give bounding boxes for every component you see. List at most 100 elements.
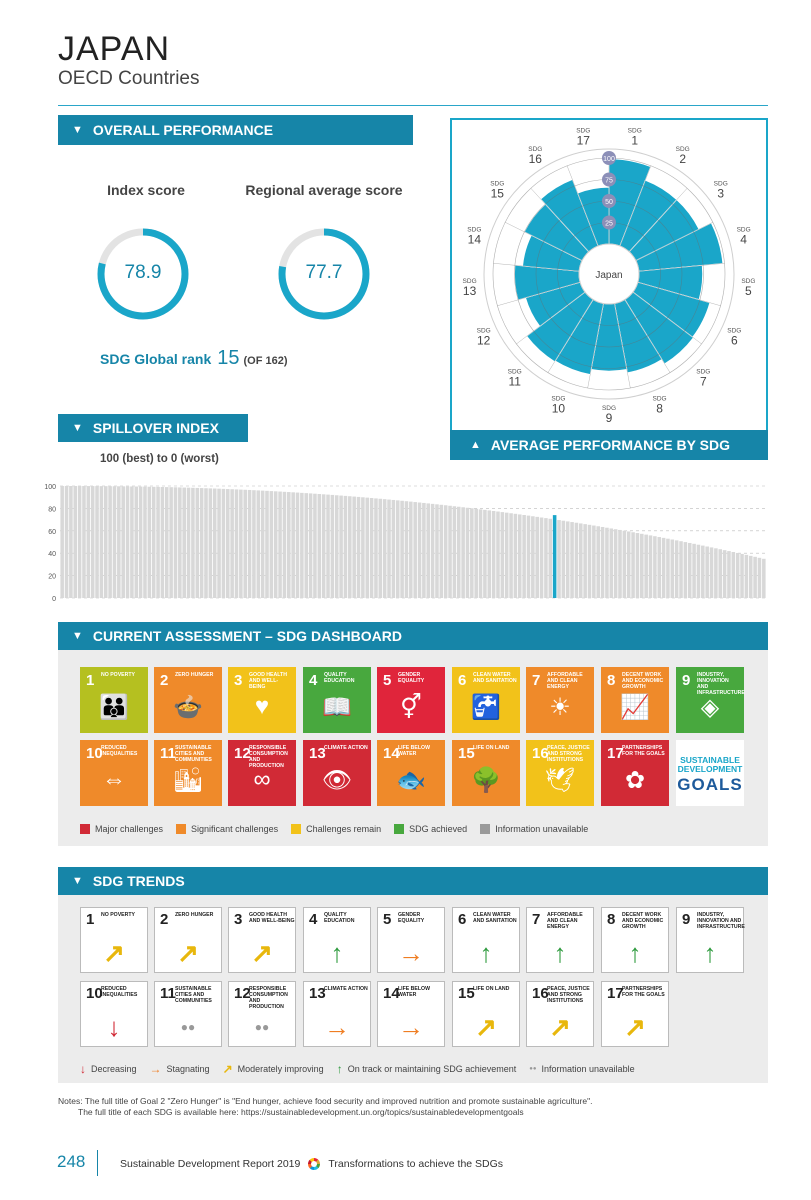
spillover-bar (69, 486, 73, 598)
sdg-tile-number: 4 (309, 672, 318, 689)
trend-tile-title: Partnerships for the goals (622, 986, 665, 998)
trend-tile-1: 1 No poverty ↗ (80, 907, 148, 973)
trend-tile-title: Life below water (398, 986, 430, 998)
sdg-tile-14: 14 Life below water 🐟 (377, 740, 445, 806)
trend-tile-number: 13 (309, 985, 326, 1002)
sdg-tile-11: 11 Sustainable cities and communities 🏙 (154, 740, 222, 806)
sdg-15-icon: 🌳 (471, 767, 501, 794)
sdg-tile-title: Responsible consumption and production (249, 745, 288, 769)
spillover-bar-japan (552, 515, 557, 598)
spillover-bar (757, 557, 762, 598)
spillover-bar (653, 536, 657, 598)
trend-legend-icon: ↑ (336, 1062, 343, 1076)
sdg-7-icon: ☀ (549, 694, 571, 721)
radar-goal-prefix: SDG (696, 368, 710, 375)
sdg-tile-number: 13 (309, 745, 326, 762)
radar-banner: ▲ AVERAGE PERFORMANCE BY SDG (450, 430, 768, 460)
spillover-bar (470, 508, 474, 598)
spillover-bar (308, 493, 313, 598)
trend-tile-3: 3 Good health and well-being ↗ (228, 907, 296, 973)
sdg-tile-9: 9 Industry, innovation and infrastructure… (676, 667, 745, 733)
spillover-bar (635, 533, 640, 598)
trend-tile-title: Reduced inequalities (101, 986, 138, 998)
spillover-bar (313, 493, 317, 598)
spillover-bar (626, 531, 631, 598)
spillover-bar (121, 486, 125, 598)
footer-text: Sustainable Development Report 2019 Tran… (120, 1158, 503, 1170)
spillover-bar (504, 512, 509, 598)
sdg-wheel-icon (308, 1158, 321, 1170)
trend-tile-title: No poverty (101, 912, 136, 918)
spillover-bar (147, 486, 152, 598)
trend-legend-label: Stagnating (166, 1064, 210, 1074)
sdg-tile-8: 8 Decent work and economic growth 📈 (601, 667, 669, 733)
legend-swatch (291, 824, 302, 834)
trend-legend-label: Information unavailable (541, 1064, 635, 1074)
trend-tile-number: 3 (234, 911, 243, 928)
spillover-bar (256, 490, 261, 598)
radar-goal-label-13: 13 (463, 284, 477, 298)
sdg-tile-title: Clean water and sanitation (473, 672, 517, 684)
spillover-bar (230, 489, 234, 598)
trend-tile-10: 10 Reduced inequalities ↓ (80, 981, 148, 1047)
spillover-bar (705, 546, 709, 598)
trend-tile-title: Responsible consumption and production (249, 986, 288, 1010)
spillover-bar (491, 510, 496, 598)
spillover-bar (452, 506, 457, 598)
radar-ring-label: 100 (603, 156, 615, 163)
spillover-bar (269, 491, 274, 598)
sdg-tile-title: Reduced inequalities (101, 745, 138, 757)
spillover-bar (103, 486, 108, 598)
overall-performance-banner: ▼ OVERALL PERFORMANCE (58, 115, 413, 145)
spillover-bar (265, 490, 269, 598)
spillover-bar (430, 503, 435, 598)
triangle-down-icon: ▼ (72, 422, 83, 434)
global-rank-label: SDG Global rank (100, 351, 212, 367)
spillover-bar (382, 499, 387, 598)
spillover-bar (182, 487, 186, 598)
spillover-bar (622, 530, 627, 598)
spillover-bar (186, 487, 191, 598)
spillover-bar (426, 503, 431, 598)
spillover-bar (605, 527, 609, 598)
radar-goal-label-12: 12 (477, 333, 491, 347)
trend-tile-title: Peace, justice and strong institutions (547, 986, 590, 1004)
spillover-bar (295, 492, 300, 598)
spillover-bar (474, 508, 478, 598)
page-number: 248 (57, 1152, 86, 1171)
sdg-tile-title: No poverty (101, 672, 136, 678)
trend-arrow-icon: ↓ (107, 1012, 121, 1042)
trend-tile-5: 5 Gender equality → (377, 907, 445, 973)
sdg-3-icon: ♥ (254, 693, 270, 720)
sdg-13-icon: 👁 (321, 767, 353, 794)
spillover-bar (600, 526, 605, 598)
spillover-bar-chart: 0 20 40 60 80 100 (44, 484, 766, 603)
spillover-bar (391, 499, 396, 598)
radar-goal-label-17: 17 (577, 133, 591, 147)
spillover-bar (112, 486, 117, 598)
spillover-bar (125, 486, 130, 598)
sdg-tile-number: 9 (682, 672, 691, 689)
trend-legend-item: ↑ On track or maintaining SDG achievement (337, 1062, 517, 1076)
spillover-bar (334, 495, 339, 598)
spillover-bar (465, 507, 470, 598)
trend-tile-number: 5 (383, 911, 392, 928)
legend-label: Significant challenges (191, 824, 279, 834)
spillover-bar (130, 486, 134, 598)
radar-goal-label-6: 6 (731, 333, 738, 347)
spillover-bar (609, 528, 614, 598)
spillover-bar (565, 521, 570, 598)
trend-arrow-icon: ↗ (549, 1012, 571, 1042)
sdg-tile-title: Life below water (398, 745, 430, 757)
sdg-tile-number: 11 (160, 745, 176, 762)
spillover-bar (661, 537, 666, 598)
spillover-bar (99, 486, 104, 598)
spillover-bar (657, 537, 662, 598)
legend-swatch (80, 824, 90, 834)
spillover-bar (160, 487, 165, 598)
spillover-bar (557, 520, 561, 598)
legend-swatch (176, 824, 187, 834)
spillover-bar (343, 495, 348, 598)
sdg-tile-number: 10 (86, 745, 103, 762)
sdg-tile-title: Gender equality (398, 672, 425, 684)
